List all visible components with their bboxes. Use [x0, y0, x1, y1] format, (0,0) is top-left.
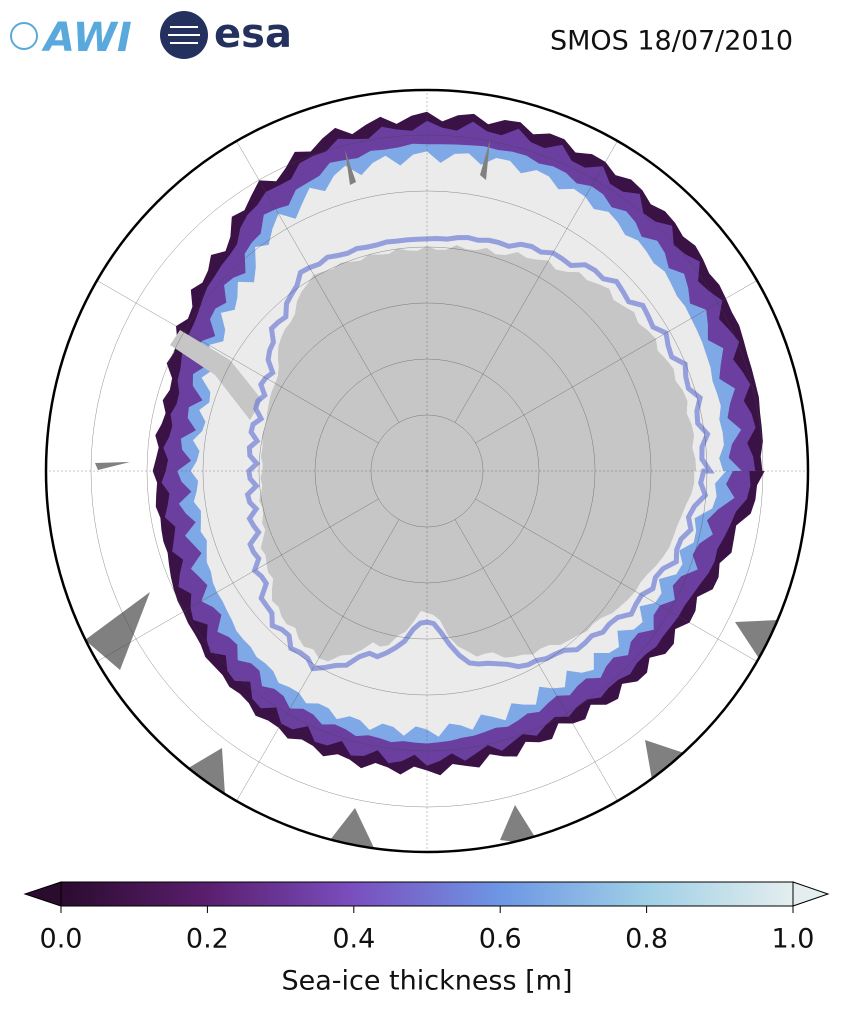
graticule: [96, 280, 379, 444]
graticule: [236, 140, 400, 423]
landmass: [330, 808, 375, 850]
logo-text: AWI: [41, 15, 132, 61]
landmass: [85, 592, 150, 670]
coastal-ice: [244, 235, 715, 672]
landmass: [480, 140, 490, 180]
antarctica: [259, 245, 696, 662]
landmass: [185, 748, 225, 795]
graticule: [454, 140, 618, 423]
logo-text: esa: [214, 11, 292, 57]
colorbar-tick-label: 1.0: [772, 924, 815, 955]
map-title: SMOS 18/07/2010: [550, 26, 793, 57]
colorbar-tick-label: 0.8: [625, 924, 668, 955]
graticule: [475, 280, 758, 444]
map: [46, 90, 808, 852]
colorbar-tick-label: 0.4: [332, 924, 375, 955]
colorbar-label: Sea-ice thickness [m]: [281, 966, 572, 997]
map-boundary: [44, 88, 810, 854]
colorbar-tick-label: 0.2: [186, 924, 229, 955]
graticule: [475, 498, 758, 662]
landmass: [735, 620, 778, 660]
colorbar: Sea-ice thickness [m] 0.0 0.2 0.4 0.6 0.8 1.0: [23, 881, 830, 997]
graticule: [454, 519, 618, 802]
colorbar-tick-label: 0.6: [479, 924, 522, 955]
logo-awi: AWI: [10, 15, 132, 61]
colorbar-tick-label: 0.0: [40, 924, 83, 955]
landmass: [95, 462, 130, 470]
landmass: [345, 150, 356, 185]
landmass: [645, 740, 690, 780]
graticule: [236, 519, 400, 802]
colorbar-ramp: [60, 881, 794, 907]
antarctic-peninsula: [170, 330, 262, 420]
landmass: [500, 805, 540, 845]
logo-esa: esa: [160, 11, 292, 59]
graticule: [96, 498, 379, 662]
